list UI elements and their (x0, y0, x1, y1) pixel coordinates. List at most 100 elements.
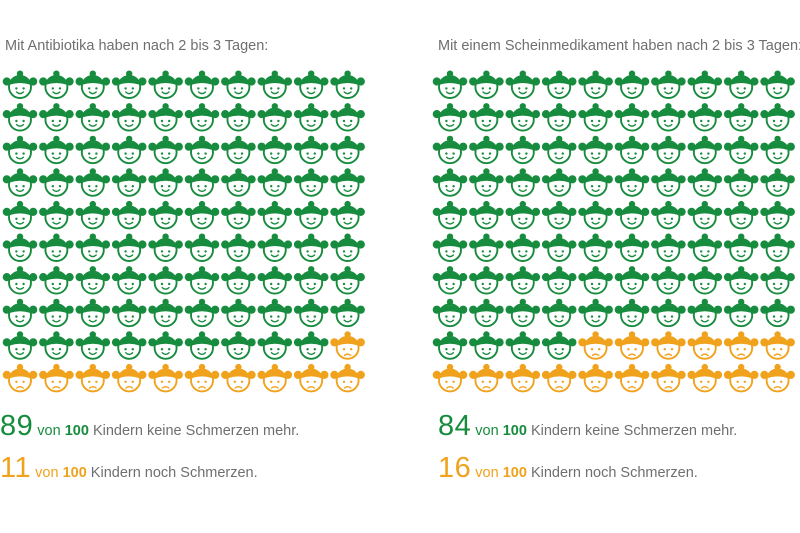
happy-face-icon (148, 168, 183, 197)
happy-face-icon (505, 70, 541, 99)
sad-face-icon (541, 363, 577, 393)
happy-face-icon (39, 266, 74, 295)
sad-face-icon (148, 363, 183, 393)
happy-face-icon (578, 233, 613, 262)
happy-face-icon (184, 135, 220, 165)
happy-face-icon (614, 200, 650, 230)
happy-face-icon (184, 298, 220, 328)
happy-face-icon (651, 70, 686, 99)
happy-face-icon (469, 298, 504, 328)
happy-face-icon (330, 70, 365, 99)
sad-face-icon (330, 331, 365, 360)
happy-face-icon (148, 331, 183, 360)
pain-text: Kindern noch Schmerzen. (90, 465, 258, 481)
happy-face-icon (293, 331, 329, 360)
happy-face-icon (2, 200, 38, 230)
happy-face-icon (469, 103, 504, 132)
no-pain-count: 89 (0, 410, 34, 442)
happy-face-icon (760, 298, 795, 328)
happy-face-icon (221, 331, 256, 360)
no-pain-statement: 89 von 100 Kindern keine Schmerzen mehr. (0, 410, 299, 443)
pain-statement: 16 von 100 Kindern noch Schmerzen. (438, 452, 698, 485)
happy-face-icon (330, 135, 365, 165)
happy-face-icon (505, 233, 541, 262)
happy-face-icon (651, 266, 686, 295)
happy-face-icon (687, 233, 723, 262)
happy-face-icon (687, 70, 723, 99)
happy-face-icon (614, 103, 650, 132)
sad-face-icon (2, 363, 38, 393)
happy-face-icon (651, 233, 686, 262)
happy-face-icon (39, 135, 74, 165)
happy-face-icon (293, 298, 329, 328)
happy-face-icon (293, 103, 329, 132)
no-pain-statement: 84 von 100 Kindern keine Schmerzen mehr. (438, 410, 737, 443)
happy-face-icon (541, 331, 577, 360)
happy-face-icon (2, 70, 38, 99)
sad-face-icon (111, 363, 147, 393)
happy-face-icon (578, 70, 613, 99)
placebo-panel: Mit einem Scheinmedikament haben nach 2 … (430, 0, 800, 533)
happy-face-icon (432, 266, 468, 295)
happy-face-icon (760, 266, 795, 295)
von-word: von (475, 423, 499, 439)
sad-face-icon (184, 363, 220, 393)
happy-face-icon (184, 200, 220, 230)
happy-face-icon (293, 168, 329, 197)
no-pain-text: Kindern keine Schmerzen mehr. (92, 423, 300, 439)
icon-array (2, 70, 365, 393)
happy-face-icon (541, 135, 577, 165)
happy-face-icon (687, 168, 723, 197)
chart-title: Mit einem Scheinmedikament haben nach 2 … (438, 38, 800, 54)
happy-face-icon (760, 233, 795, 262)
happy-face-icon (39, 233, 74, 262)
happy-face-icon (760, 168, 795, 197)
happy-face-icon (505, 266, 541, 295)
pain-statement: 11 von 100 Kindern noch Schmerzen. (0, 452, 258, 485)
sad-face-icon (760, 331, 795, 360)
happy-face-icon (651, 135, 686, 165)
happy-face-icon (687, 266, 723, 295)
happy-face-icon (39, 168, 74, 197)
happy-face-icon (578, 168, 613, 197)
sad-face-icon (651, 331, 686, 360)
happy-face-icon (432, 70, 468, 99)
happy-face-icon (111, 70, 147, 99)
happy-face-icon (111, 103, 147, 132)
happy-face-icon (221, 266, 256, 295)
happy-face-icon (257, 298, 293, 328)
chart-title: Mit Antibiotika haben nach 2 bis 3 Tagen… (5, 38, 269, 54)
happy-face-icon (723, 200, 759, 230)
happy-face-icon (578, 200, 613, 230)
happy-face-icon (432, 200, 468, 230)
happy-face-icon (257, 103, 293, 132)
happy-face-icon (184, 331, 220, 360)
no-pain-text: Kindern keine Schmerzen mehr. (530, 423, 738, 439)
happy-face-icon (469, 233, 504, 262)
happy-face-icon (148, 266, 183, 295)
happy-face-icon (432, 168, 468, 197)
happy-face-icon (75, 266, 111, 295)
happy-face-icon (578, 266, 613, 295)
happy-face-icon (330, 298, 365, 328)
happy-face-icon (2, 266, 38, 295)
happy-face-icon (723, 70, 759, 99)
happy-face-icon (111, 266, 147, 295)
happy-face-icon (75, 331, 111, 360)
happy-face-icon (723, 233, 759, 262)
happy-face-icon (469, 70, 504, 99)
happy-face-icon (469, 135, 504, 165)
happy-face-icon (148, 70, 183, 99)
happy-face-icon (148, 200, 183, 230)
antibiotics-panel: Mit Antibiotika haben nach 2 bis 3 Tagen… (0, 38, 365, 485)
sad-face-icon (760, 363, 795, 393)
von-word: von (37, 423, 61, 439)
happy-face-icon (39, 200, 74, 230)
happy-face-icon (330, 168, 365, 197)
happy-face-icon (541, 103, 577, 132)
happy-face-icon (723, 266, 759, 295)
happy-face-icon (541, 266, 577, 295)
happy-face-icon (541, 233, 577, 262)
happy-face-icon (184, 168, 220, 197)
happy-face-icon (111, 135, 147, 165)
